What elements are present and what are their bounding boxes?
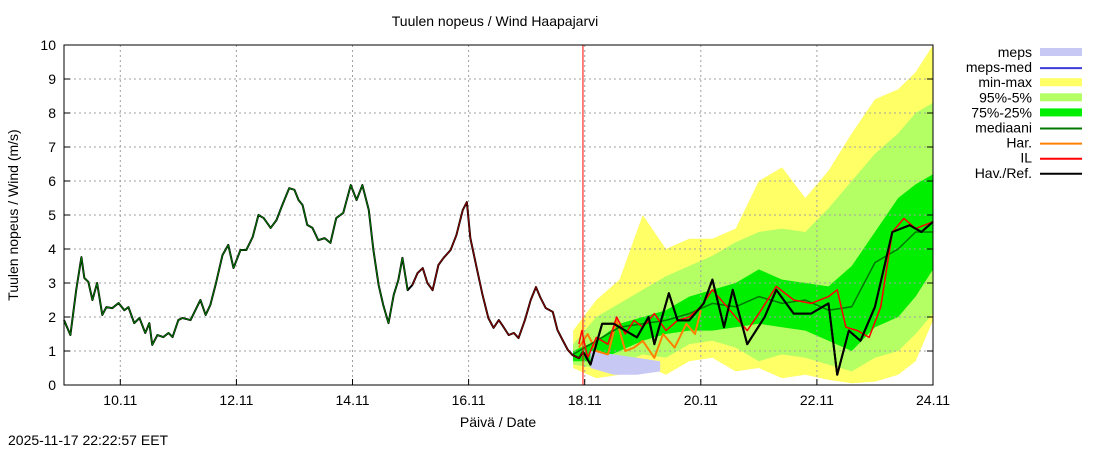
chart-title: Tuulen nopeus / Wind Haapajarvi xyxy=(392,13,599,29)
y-tick-label: 10 xyxy=(40,37,56,53)
legend-label: min-max xyxy=(978,74,1032,90)
legend-swatch xyxy=(1040,108,1082,117)
legend-label: meps-med xyxy=(966,59,1032,75)
x-axis-label: Päivä / Date xyxy=(460,414,536,430)
x-tick-label: 12.11 xyxy=(219,392,253,408)
x-tick-label: 24.11 xyxy=(916,392,950,408)
legend-swatch xyxy=(1040,93,1082,102)
legend: mepsmeps-medmin-max95%-5%75%-25%mediaani… xyxy=(966,44,1082,181)
x-tick-label: 16.11 xyxy=(452,392,486,408)
y-tick-label: 4 xyxy=(48,241,56,257)
timestamp: 2025-11-17 22:22:57 EET xyxy=(8,432,169,448)
y-tick-label: 1 xyxy=(48,343,56,359)
series-hav-history-overlay xyxy=(63,184,409,346)
y-tick-label: 9 xyxy=(48,71,56,87)
x-tick-label: 14.11 xyxy=(336,392,370,408)
y-tick-label: 2 xyxy=(48,309,56,325)
y-tick-label: 5 xyxy=(48,207,56,223)
x-tick-label: 18.11 xyxy=(568,392,602,408)
series-il-history-overlay xyxy=(411,201,584,359)
series-mediaani xyxy=(572,231,933,356)
series-hav-ref-forecast xyxy=(583,221,934,376)
x-tick-label: 22.11 xyxy=(800,392,834,408)
y-tick-label: 6 xyxy=(48,173,56,189)
y-tick-label: 0 xyxy=(48,377,56,393)
legend-label: 75%-25% xyxy=(971,104,1032,120)
y-axis-label: Tuulen nopeus / Wind (m/s) xyxy=(5,129,21,300)
series-har xyxy=(578,309,702,359)
x-tick-label: 20.11 xyxy=(684,392,718,408)
legend-label: Har. xyxy=(1006,135,1032,151)
legend-swatch xyxy=(1040,48,1082,56)
series-il xyxy=(578,217,934,359)
legend-swatch xyxy=(1040,78,1082,87)
legend-label: Hav./Ref. xyxy=(975,165,1032,181)
legend-label: meps xyxy=(998,44,1032,60)
band-meps xyxy=(590,351,661,375)
y-tick-label: 8 xyxy=(48,105,56,121)
legend-label: IL xyxy=(1020,150,1032,166)
y-tick-label: 7 xyxy=(48,139,56,155)
legend-label: mediaani xyxy=(975,120,1032,136)
x-tick-label: 10.11 xyxy=(103,392,137,408)
y-tick-label: 3 xyxy=(48,275,56,291)
legend-label: 95%-5% xyxy=(979,89,1032,105)
